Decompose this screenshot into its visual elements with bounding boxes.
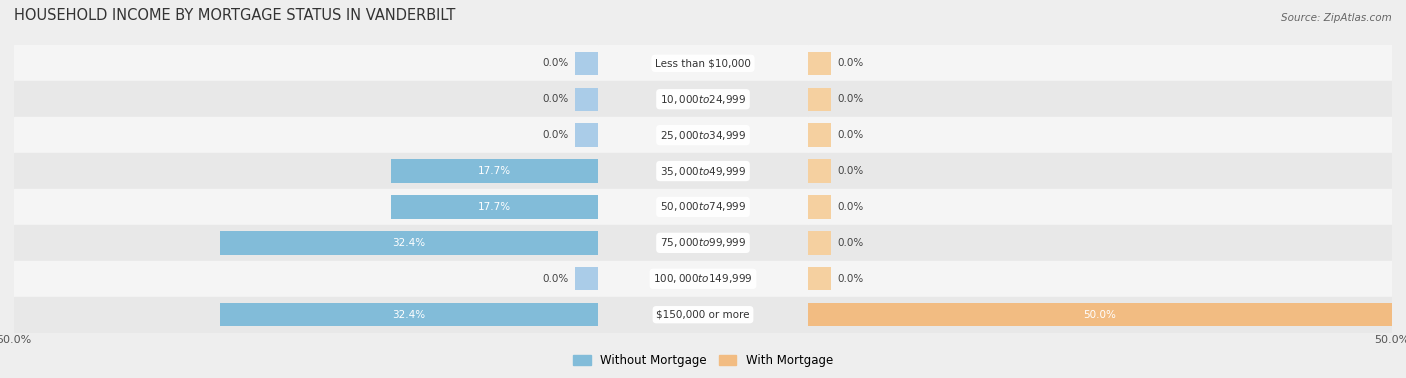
Bar [808, 231, 831, 254]
Text: 0.0%: 0.0% [543, 130, 568, 140]
Text: 0.0%: 0.0% [838, 238, 863, 248]
Legend: Without Mortgage, With Mortgage: Without Mortgage, With Mortgage [568, 350, 838, 372]
Bar [598, 225, 808, 261]
Text: Less than $10,000: Less than $10,000 [655, 58, 751, 68]
Text: 0.0%: 0.0% [543, 58, 568, 68]
Text: $10,000 to $24,999: $10,000 to $24,999 [659, 93, 747, 106]
Bar [808, 261, 1392, 297]
Bar [808, 225, 1392, 261]
Bar [575, 124, 598, 147]
Bar [219, 303, 598, 326]
Text: 0.0%: 0.0% [838, 274, 863, 284]
Text: 17.7%: 17.7% [478, 166, 512, 176]
Bar [598, 117, 808, 153]
Bar [808, 153, 1392, 189]
Bar [808, 52, 831, 75]
Bar [808, 88, 831, 111]
Text: 0.0%: 0.0% [838, 202, 863, 212]
Text: $100,000 to $149,999: $100,000 to $149,999 [654, 272, 752, 285]
Bar [14, 45, 598, 81]
Text: 32.4%: 32.4% [392, 238, 425, 248]
Bar [808, 160, 831, 183]
Text: 50.0%: 50.0% [1084, 310, 1116, 320]
Text: 0.0%: 0.0% [838, 166, 863, 176]
Bar [598, 153, 808, 189]
Bar [14, 261, 598, 297]
Bar [219, 231, 598, 254]
Bar [808, 81, 1392, 117]
Bar [14, 117, 598, 153]
Text: 0.0%: 0.0% [838, 58, 863, 68]
Bar [575, 267, 598, 290]
Text: 0.0%: 0.0% [543, 94, 568, 104]
Bar [575, 88, 598, 111]
Bar [808, 195, 831, 218]
Bar [575, 52, 598, 75]
Text: 17.7%: 17.7% [478, 202, 512, 212]
Text: 0.0%: 0.0% [838, 130, 863, 140]
Text: 32.4%: 32.4% [392, 310, 425, 320]
Text: $50,000 to $74,999: $50,000 to $74,999 [659, 200, 747, 214]
Bar [391, 195, 598, 218]
Text: 0.0%: 0.0% [543, 274, 568, 284]
Text: $150,000 or more: $150,000 or more [657, 310, 749, 320]
Text: $25,000 to $34,999: $25,000 to $34,999 [659, 129, 747, 142]
Bar [808, 303, 1392, 326]
Bar [14, 81, 598, 117]
Bar [598, 261, 808, 297]
Bar [598, 81, 808, 117]
Bar [598, 189, 808, 225]
Bar [808, 267, 831, 290]
Bar [808, 117, 1392, 153]
Bar [808, 297, 1392, 333]
Bar [808, 189, 1392, 225]
Bar [598, 297, 808, 333]
Text: 0.0%: 0.0% [838, 94, 863, 104]
Bar [14, 153, 598, 189]
Text: Source: ZipAtlas.com: Source: ZipAtlas.com [1281, 13, 1392, 23]
Bar [14, 297, 598, 333]
Bar [14, 189, 598, 225]
Bar [598, 45, 808, 81]
Bar [391, 160, 598, 183]
Text: $75,000 to $99,999: $75,000 to $99,999 [659, 236, 747, 249]
Text: HOUSEHOLD INCOME BY MORTGAGE STATUS IN VANDERBILT: HOUSEHOLD INCOME BY MORTGAGE STATUS IN V… [14, 8, 456, 23]
Bar [808, 124, 831, 147]
Text: $35,000 to $49,999: $35,000 to $49,999 [659, 164, 747, 178]
Bar [14, 225, 598, 261]
Bar [808, 45, 1392, 81]
